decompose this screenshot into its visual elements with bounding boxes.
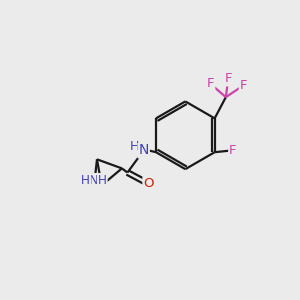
Text: N: N xyxy=(139,143,149,158)
Text: O: O xyxy=(143,177,154,190)
Text: F: F xyxy=(240,79,247,92)
Text: H: H xyxy=(130,140,140,153)
Text: H: H xyxy=(98,174,107,187)
Text: F: F xyxy=(224,72,232,86)
Text: F: F xyxy=(207,77,214,90)
Text: F: F xyxy=(229,144,237,157)
Text: N: N xyxy=(89,174,99,187)
Text: H: H xyxy=(81,174,90,187)
